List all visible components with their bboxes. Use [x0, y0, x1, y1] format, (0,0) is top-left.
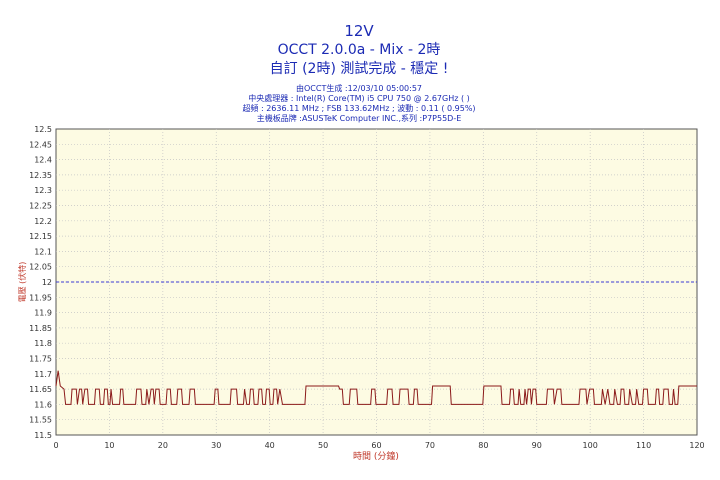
x-tick-label: 60: [371, 441, 381, 450]
y-tick-label: 12.1: [34, 247, 52, 256]
x-tick-label: 70: [425, 441, 435, 450]
info-line-frequency: 超頻 : 2636.11 MHz ; FSB 133.62MHz ; 波動 : …: [242, 103, 475, 113]
x-tick-label: 90: [532, 441, 542, 450]
y-tick-label: 12.3: [34, 186, 52, 195]
y-tick-label: 11.55: [29, 416, 52, 425]
chart-title: 12V: [344, 22, 374, 40]
x-tick-label: 120: [689, 441, 704, 450]
y-tick-label: 12.5: [34, 125, 52, 134]
y-tick-label: 11.95: [29, 293, 52, 302]
x-tick-label: 0: [53, 441, 58, 450]
info-line-cpu: 中央處理器 : Intel(R) Core(TM) i5 CPU 750 @ 2…: [248, 93, 470, 103]
y-tick-label: 12.15: [29, 232, 52, 241]
y-tick-label: 11.75: [29, 355, 52, 364]
x-tick-label: 30: [211, 441, 221, 450]
y-tick-label: 12.05: [29, 263, 52, 272]
x-tick-label: 40: [265, 441, 275, 450]
y-tick-label: 11.8: [34, 339, 52, 348]
voltage-series-line: [55, 370, 697, 405]
x-axis-title: 時間 (分鐘): [353, 450, 399, 462]
y-tick-label: 12.4: [34, 156, 52, 165]
y-tick-label: 11.6: [34, 400, 52, 409]
x-tick-label: 10: [104, 441, 114, 450]
x-tick-label: 50: [318, 441, 328, 450]
y-tick-label: 11.7: [34, 370, 52, 379]
x-tick-label: 100: [583, 441, 598, 450]
y-tick-label: 12.45: [29, 140, 52, 149]
chart-status: 自訂 (2時) 測試完成 - 穩定 !: [270, 61, 449, 77]
y-tick-label: 12.2: [34, 217, 52, 226]
series-layer: [55, 370, 697, 405]
y-tick-label: 11.9: [34, 309, 52, 318]
y-axis-ticks: 11.5 11.55 11.6 11.65 11.7 11.75 11.8 11.85 11.9…: [29, 125, 52, 440]
y-tick-label: 12: [42, 278, 52, 287]
x-tick-label: 110: [636, 441, 651, 450]
y-tick-label: 12.35: [29, 171, 52, 180]
x-tick-label: 80: [478, 441, 488, 450]
y-tick-label: 11.65: [29, 385, 52, 394]
x-tick-label: 20: [158, 441, 168, 450]
chart-subtitle: OCCT 2.0.0a - Mix - 2時: [278, 42, 441, 58]
y-tick-label: 12.25: [29, 202, 52, 211]
x-axis-ticks: 0 10 20 30 40 50 60 70 80 90 100 110 120: [53, 441, 704, 450]
y-tick-label: 11.85: [29, 324, 52, 333]
y-tick-label: 11.5: [34, 431, 52, 440]
y-axis-title: 電壓 (伏特): [17, 262, 27, 303]
info-line-generated: 由OCCT生成 :12/03/10 05:00:57: [296, 83, 422, 93]
info-line-motherboard: 主機板品牌 :ASUSTeK Computer INC.,系列 :P7P55D-…: [257, 113, 462, 123]
